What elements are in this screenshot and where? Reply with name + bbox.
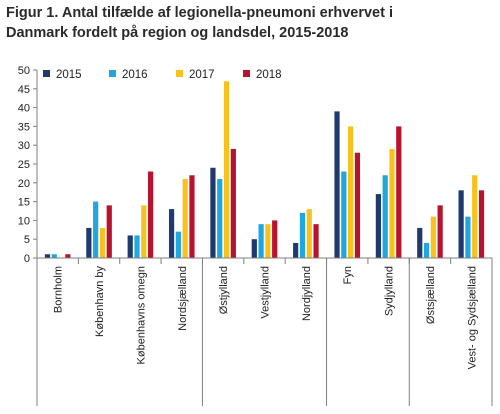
x-tick-label: Fyn (342, 266, 354, 284)
bar (478, 190, 485, 258)
bar (44, 254, 51, 258)
bar (465, 216, 471, 258)
legend-label: 2016 (122, 69, 148, 81)
x-tick-label: Sydjylland (384, 266, 396, 316)
legend-label: 2017 (189, 69, 215, 81)
y-tick-label: 15 (18, 197, 30, 209)
y-tick-label: 20 (18, 178, 30, 190)
x-tick-label: Bornholm (53, 266, 65, 313)
bar (348, 126, 354, 259)
bar (382, 175, 388, 258)
bar (396, 126, 402, 259)
legend-label: 2015 (56, 69, 82, 81)
y-tick-label: 0 (24, 253, 30, 265)
x-tick-label: København by (94, 266, 106, 337)
y-tick-label: 45 (18, 84, 30, 96)
bar (313, 224, 319, 258)
bar (93, 201, 99, 258)
bar (251, 239, 257, 258)
bar (189, 175, 195, 258)
axes-layer: 0 5 10 15 20 25 30 35 40 45 50 Bornholm København by… (18, 65, 493, 406)
legend-swatch (176, 70, 183, 77)
y-tick-label: 10 (18, 215, 30, 227)
bar (334, 111, 340, 258)
y-tick-label: 40 (18, 103, 30, 115)
bar (272, 220, 278, 258)
legend-label: 2018 (256, 69, 282, 81)
bar (65, 254, 71, 258)
x-tick-label: Vest- og Sydsjælland (466, 266, 478, 369)
x-tick-label: Nordsjælland (177, 266, 189, 331)
x-tick-label: Københavns omegn (135, 266, 147, 364)
bar (182, 179, 188, 258)
bar (223, 81, 230, 258)
bar (210, 167, 216, 258)
bar (375, 194, 381, 258)
chart-title-line-2: Danmark fordelt på region og landsdel, 2… (6, 25, 349, 41)
bar (472, 175, 478, 258)
y-tick-label: 35 (18, 121, 30, 133)
bars-layer (44, 81, 485, 259)
bar (217, 179, 223, 258)
bar (148, 171, 154, 258)
x-tick-label: Vestjylland (260, 266, 272, 319)
legend-swatch (243, 70, 250, 77)
bar (258, 224, 264, 258)
bar (127, 235, 133, 258)
bar (458, 190, 464, 258)
x-tick-label: Østsjælland (425, 266, 437, 324)
y-tick-label: 25 (18, 159, 30, 171)
x-tick-label: Østjylland (218, 266, 230, 314)
bar (141, 205, 147, 258)
bar (175, 231, 181, 258)
bar (354, 152, 361, 258)
bar (306, 209, 312, 258)
y-tick-label: 5 (24, 234, 30, 246)
bar (293, 242, 299, 258)
chart-title: Figur 1. Antal tilfælde af legionella-pn… (6, 3, 496, 43)
bar (265, 224, 271, 258)
y-tick-label: 30 (18, 140, 30, 152)
legend-swatch (109, 70, 116, 77)
bar (417, 227, 423, 258)
bar (86, 227, 92, 258)
x-tick-label: Nordjylland (301, 266, 313, 321)
chart-title-line-1: Figur 1. Antal tilfælde af legionella-pn… (6, 5, 393, 21)
bar (168, 209, 175, 258)
bar (423, 242, 430, 258)
bar (389, 148, 395, 258)
legend: 2015 2016 2017 2018 (43, 69, 282, 81)
y-tick-label: 50 (18, 65, 30, 77)
bar (230, 148, 236, 258)
bar (430, 216, 436, 258)
legend-swatch (43, 70, 50, 77)
bar (299, 212, 306, 258)
bar (99, 227, 106, 258)
bar (341, 171, 347, 258)
bar (106, 205, 112, 258)
bar (437, 205, 443, 258)
bar (51, 254, 57, 258)
bar (134, 235, 140, 258)
